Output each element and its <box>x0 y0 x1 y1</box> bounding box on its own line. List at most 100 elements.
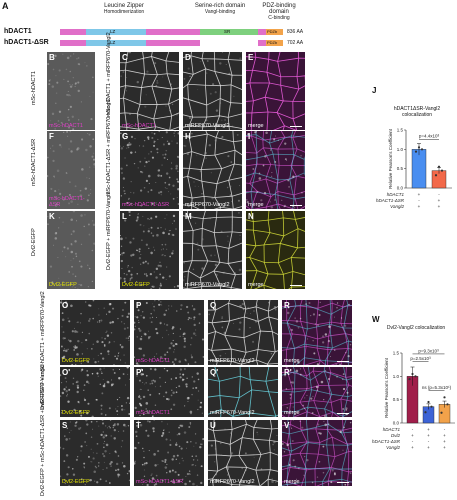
chart-w-letter: W <box>372 315 380 324</box>
y-tick-label: 0.0 <box>397 186 404 191</box>
domain-header-lz: Leucine Zipper Homodimerization <box>103 3 145 15</box>
condition-label: hDACT1-ΔSR <box>376 198 405 203</box>
condition-mark: + <box>418 204 421 209</box>
segment-lz-dsr: LZ <box>86 40 146 46</box>
chart-w-plot: 0.0 0.5 1.0 1.5 Relative Pearson's Coefficie… <box>372 348 455 450</box>
panel-caption: merge <box>284 358 300 364</box>
panel-caption: merge <box>284 410 300 416</box>
panel-caption: Dvl2-EGFP <box>62 479 90 485</box>
construct-length-full: 836 AA <box>287 29 304 35</box>
scale-bar <box>290 204 302 206</box>
condition-mark: + <box>443 439 446 444</box>
condition-label: Vangl2 <box>390 204 404 209</box>
panel-caption: merge <box>248 123 264 129</box>
data-point <box>427 400 430 404</box>
panel-caption: Dvl2-EGFP <box>62 410 90 416</box>
scale-bar <box>337 412 349 414</box>
data-point <box>424 411 427 414</box>
panel-caption: Dvl2-EGFP <box>122 282 150 288</box>
panel-p-prime: P' mSc-hDACT1 <box>134 367 204 417</box>
panel-caption: merge <box>248 202 264 208</box>
panel-letter: P' <box>136 368 144 377</box>
panel-letter: G <box>122 132 129 141</box>
construct-name-dsr: hDACT1-ΔSR <box>4 39 49 46</box>
chart-w-title: Dvl2-Vangl2 colocalization <box>386 325 446 331</box>
chart-w: W Dvl2-Vangl2 colocalization 0.0 0.5 1.0 1.… <box>372 315 456 475</box>
segment-pdz: PDZb <box>266 29 283 35</box>
chart-j-plot: 0.0 0.5 1.0 1.5 Relative Pearson's Coefficie… <box>376 128 452 209</box>
panel-letter: F <box>49 132 54 141</box>
panel-letter: R' <box>284 368 292 377</box>
panel-letter: M <box>185 212 192 221</box>
panel-q-prime: Q' miRFP670-Vangl2 <box>208 367 278 417</box>
row-label-2-left: mSc-hDACT1-ΔSR <box>31 138 37 186</box>
row-label-1-left: mSc-hDACT1 <box>31 71 37 105</box>
panel-o: O Dvl2-EGFP <box>60 300 130 365</box>
chart-j-title: hDACT1ΔSR-Vangl2 colocalization <box>393 106 441 118</box>
panel-letter: U <box>210 421 216 430</box>
condition-mark: - <box>418 198 420 203</box>
panel-caption: mSc-hDACT1 <box>136 358 170 364</box>
chart-j-letter: J <box>372 86 377 95</box>
panel-l: L Dvl2-EGFP <box>120 211 179 289</box>
panel-caption: mSc-hDACT1-ΔSR <box>122 202 170 208</box>
row-label-2-mid: mSc-hDACT1-ΔSR + miRFP670-Vangl2 <box>106 98 112 196</box>
condition-mark: + <box>438 198 441 203</box>
panel-letter: V <box>284 421 290 430</box>
data-point <box>414 150 418 153</box>
condition-label: hDACT1 <box>387 192 405 197</box>
panel-letter: O <box>62 301 69 310</box>
condition-mark: + <box>427 427 430 432</box>
condition-mark: + <box>411 445 414 450</box>
panel-caption: mSc-hDACT1-ΔSR <box>49 196 85 208</box>
panel-caption: miRFP670-Vangl2 <box>185 282 230 288</box>
panel-caption: miRFP670-Vangl2 <box>210 410 255 416</box>
panel-letter: N <box>248 212 254 221</box>
panel-caption: merge <box>284 479 300 485</box>
panel-letter: K <box>49 212 55 221</box>
panel-caption: miRFP670-Vangl2 <box>185 123 230 129</box>
panel-letter: T <box>136 421 141 430</box>
panel-letter: E <box>248 53 254 62</box>
panel-caption: miRFP670-Vangl2 <box>185 202 230 208</box>
panel-letter: H <box>185 132 191 141</box>
p-value-label: p=4.4x10³ <box>419 134 440 139</box>
condition-label: hDACT1-ΔSR <box>372 439 401 444</box>
panel-letter: C <box>122 53 128 62</box>
condition-mark: - <box>412 439 414 444</box>
data-point <box>417 146 421 149</box>
scale-bar <box>337 360 349 362</box>
segment-sr: SR <box>200 29 258 35</box>
panel-letter-a: A <box>2 1 9 11</box>
condition-mark: + <box>438 204 441 209</box>
condition-mark: - <box>428 439 430 444</box>
y-tick-label: 1.0 <box>393 374 400 379</box>
panel-caption: Dvl2-EGFP <box>62 358 90 364</box>
data-point <box>437 165 441 168</box>
panel-r-prime: R' merge <box>282 367 352 417</box>
panel-caption: merge <box>248 282 264 288</box>
panel-letter: B <box>49 53 55 62</box>
panel-letter: Q <box>210 301 217 310</box>
y-axis-label: Relative Pearson's Coefficient <box>384 357 389 418</box>
y-tick-label: 1.0 <box>397 147 404 152</box>
y-axis-label: Relative Pearson's Coefficient <box>388 128 393 189</box>
row-label-5: Dvl2-EGFP + mSc-hDACT1-ΔSR + miRFP670-Va… <box>40 364 46 496</box>
condition-label: Dvl2 <box>391 433 400 438</box>
panel-caption: miRFP670-Vangl2 <box>210 358 255 364</box>
data-point <box>446 403 449 406</box>
panel-s: S Dvl2-EGFP <box>60 420 130 486</box>
segment-lz: LZ <box>86 29 146 35</box>
